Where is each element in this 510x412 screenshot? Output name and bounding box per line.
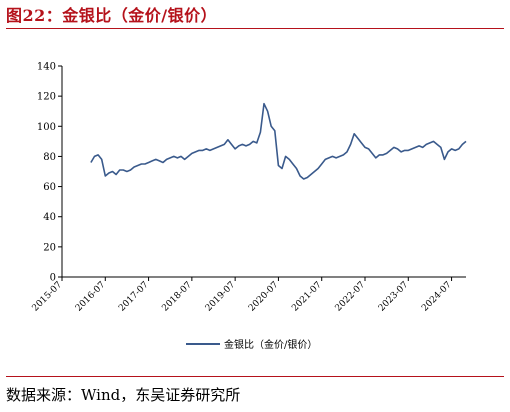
y-tick-label: 20 bbox=[43, 242, 56, 253]
figure-title: 图22：金银比（金价/银价） bbox=[6, 6, 218, 25]
data-source: 数据来源：Wind，东吴证券研究所 bbox=[6, 386, 241, 404]
legend: 金银比（金价/银价） bbox=[186, 338, 317, 351]
x-tick-label: 2016-07 bbox=[74, 280, 108, 314]
title-rule bbox=[6, 28, 504, 29]
y-axis: 0 20 40 60 80 100 120 140 bbox=[37, 62, 63, 284]
source-rule bbox=[6, 376, 504, 377]
y-tick-label: 140 bbox=[37, 62, 56, 73]
y-tick-label: 40 bbox=[43, 212, 56, 223]
x-tick-label: 2021-07 bbox=[290, 280, 324, 314]
y-tick-label: 80 bbox=[43, 152, 56, 163]
y-tick-label: 0 bbox=[50, 273, 56, 284]
legend-label: 金银比（金价/银价） bbox=[224, 338, 317, 351]
gold-silver-ratio-chart: 0 20 40 60 80 100 120 140 2015-07 2016-07 2017-07… bbox=[31, 62, 467, 351]
series-layer bbox=[90, 102, 467, 180]
y-tick-label: 100 bbox=[37, 122, 56, 133]
x-tick-label: 2018-07 bbox=[160, 280, 194, 314]
x-tick-label: 2024-07 bbox=[420, 280, 454, 314]
x-tick-label: 2022-07 bbox=[334, 280, 368, 314]
x-tick-label: 2019-07 bbox=[204, 280, 238, 314]
x-tick-label: 2023-07 bbox=[377, 280, 411, 314]
x-axis: 2015-07 2016-07 2017-07 2018-07 2019-07 2020-… bbox=[31, 276, 466, 314]
x-tick-label: 2020-07 bbox=[247, 280, 281, 314]
y-tick-label: 60 bbox=[43, 182, 56, 193]
x-tick-label: 2015-07 bbox=[31, 280, 65, 314]
y-tick-label: 120 bbox=[37, 92, 56, 103]
series-line bbox=[90, 102, 467, 180]
x-tick-label: 2017-07 bbox=[117, 280, 151, 314]
